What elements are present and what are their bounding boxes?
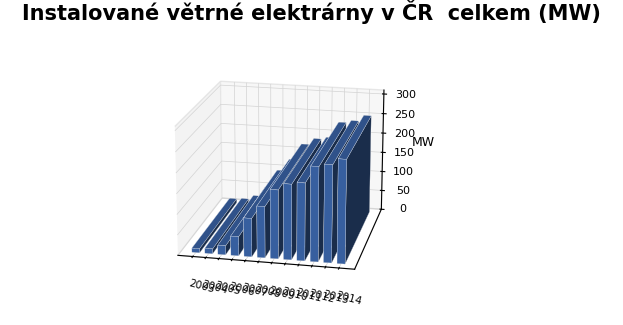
- Text: Instalované větrné elektrárny v ČR  celkem (MW): Instalované větrné elektrárny v ČR celke…: [22, 0, 601, 24]
